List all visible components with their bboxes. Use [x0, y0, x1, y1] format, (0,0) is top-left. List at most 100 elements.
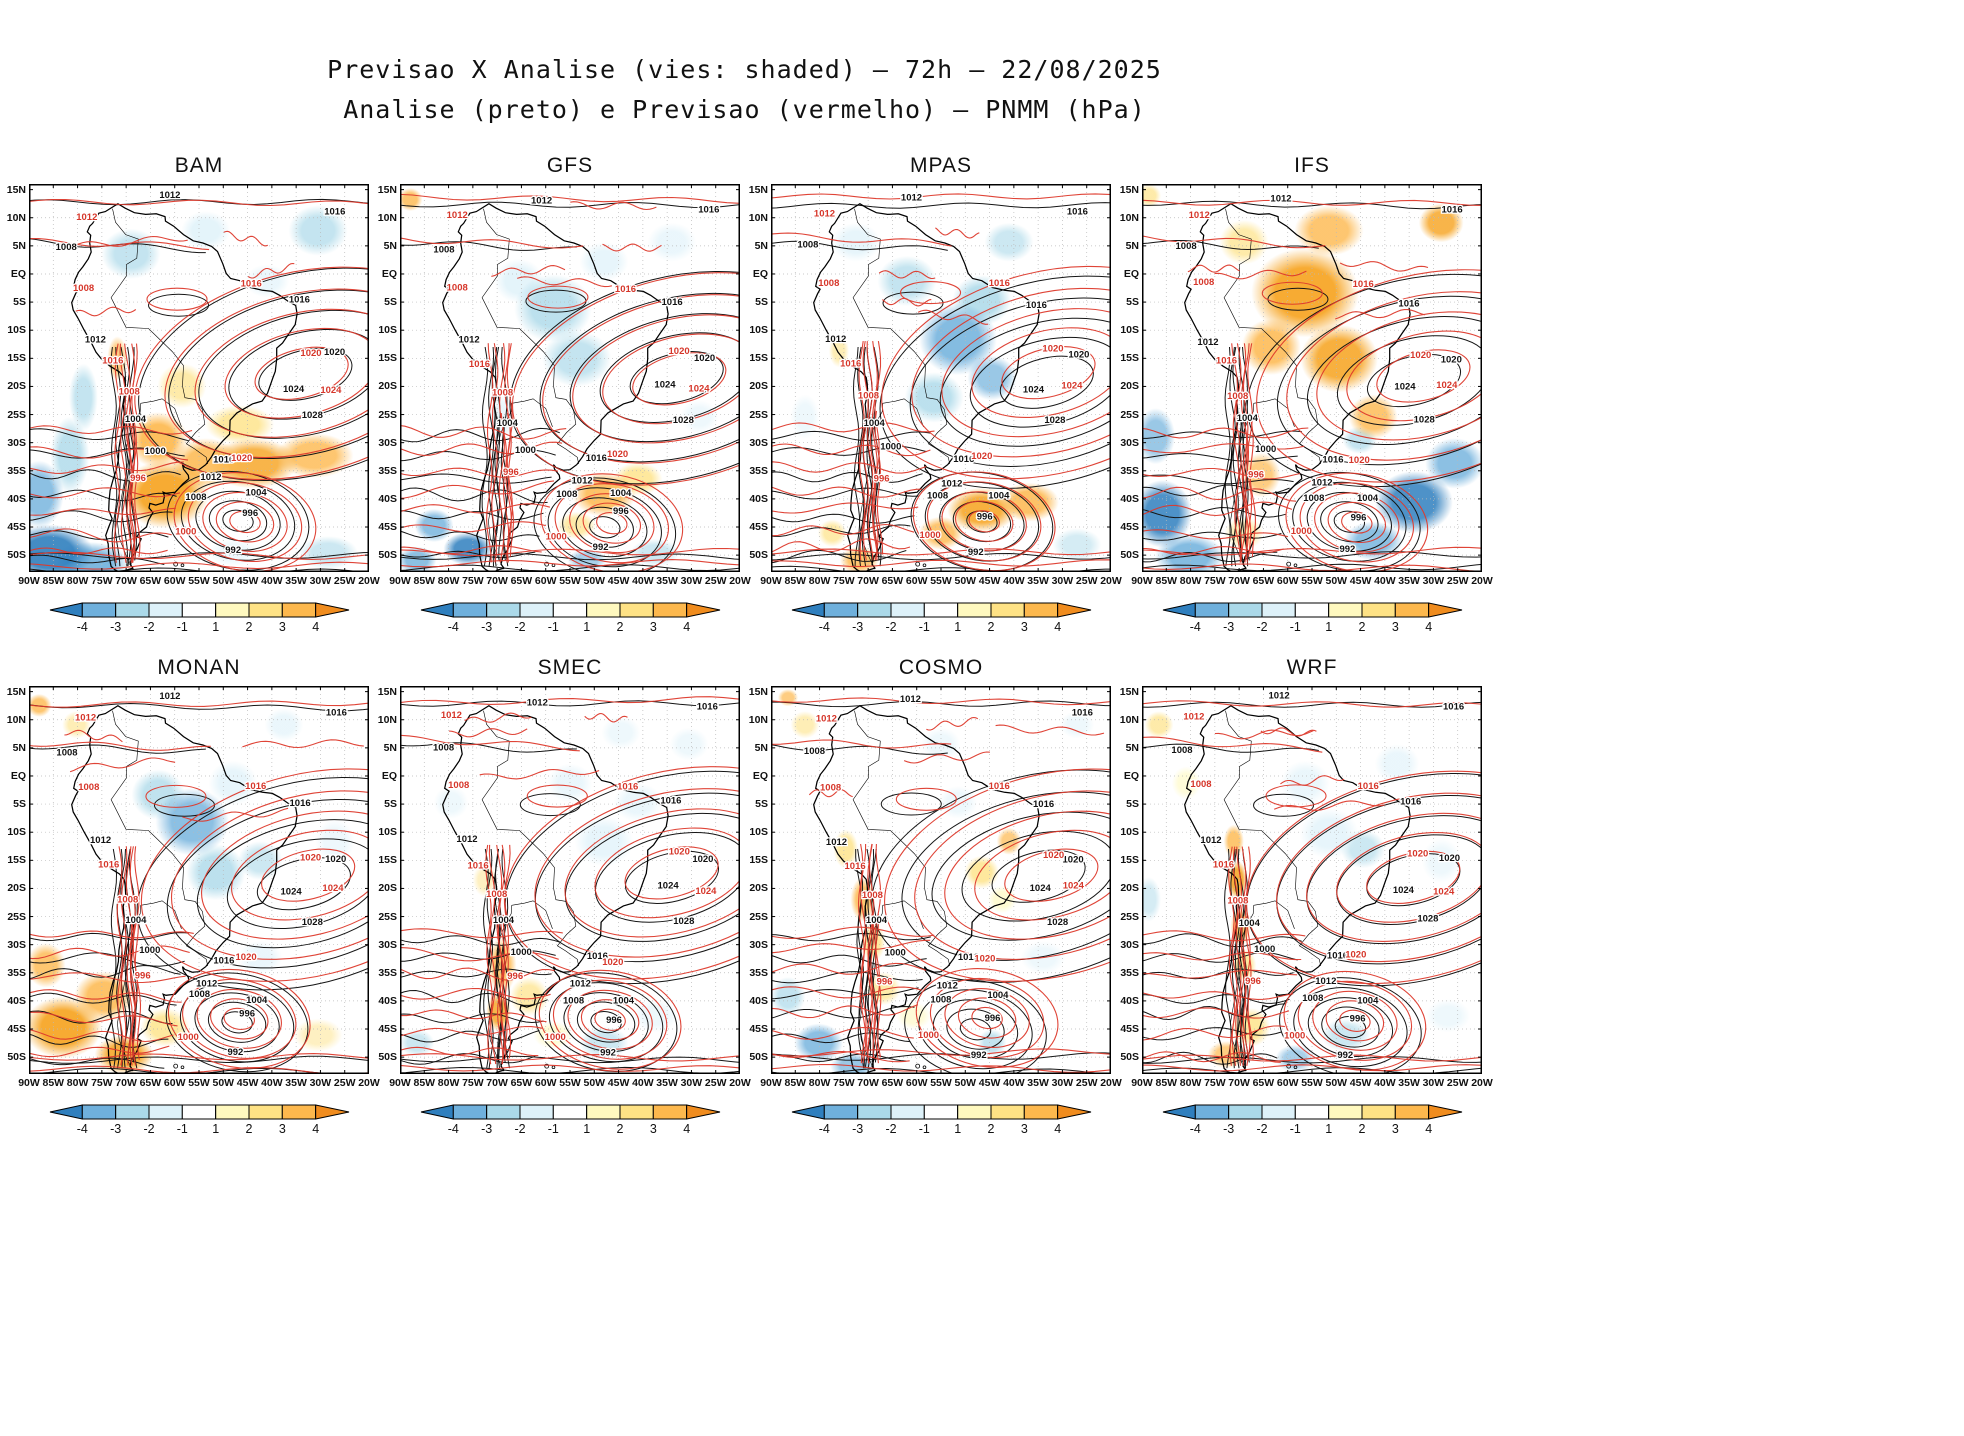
svg-text:1020: 1020: [607, 449, 628, 460]
svg-text:1004: 1004: [988, 491, 1010, 502]
svg-text:1004: 1004: [246, 487, 268, 498]
lat-tick-label: 45S: [378, 521, 397, 533]
lat-tick-label: 5N: [12, 741, 26, 754]
colorbar-tick-label: -3: [1223, 1122, 1235, 1136]
lon-tick-label: 25W: [1075, 575, 1098, 587]
svg-text:1020: 1020: [974, 954, 995, 965]
model-title: MPAS: [910, 154, 972, 177]
grid-lines: [771, 686, 1111, 1074]
svg-text:996: 996: [606, 1015, 622, 1026]
lat-tick-label: 20S: [749, 882, 768, 895]
model-title: COSMO: [898, 656, 984, 679]
contour-map-overlay: 1012101210081008101210161016102010201024…: [29, 184, 369, 572]
svg-text:1012: 1012: [159, 691, 180, 702]
latitude-axis: 15N 10N 5N EQ 5S 10S 15S 20S 25S 30S 35S 40S 45S 50S: [3, 184, 29, 572]
svg-text:1004: 1004: [497, 418, 519, 429]
lon-tick-label: 20W: [729, 1077, 751, 1089]
svg-text:1008: 1008: [433, 743, 454, 754]
lon-tick-label: 60W: [534, 575, 557, 587]
lon-tick-label: 75W: [1204, 1077, 1226, 1089]
map-area: 1012 1012 1008 1008 1012 1016 1016 1020 1020 1024…: [29, 184, 369, 572]
lon-tick-label: 55W: [930, 575, 952, 587]
coastline: [1184, 704, 1411, 1074]
map-area: 1012 1012 1008 1008 1012 1016 1016 1020 1020 1024…: [771, 686, 1111, 1074]
lon-tick-label: 30W: [309, 575, 332, 587]
lon-tick-label: 55W: [559, 1077, 581, 1089]
longitude-axis: 90W 85W 80W 75W 70W 65W 60W 55W 50W 45W 40W 35W 30W 2…: [760, 1074, 1122, 1092]
lon-tick-label: 90W: [18, 575, 40, 587]
colorbar-gradient: [49, 1104, 350, 1120]
colorbar-ticks: -4 -3 -2 -1 1 2 3 4: [791, 1122, 1093, 1140]
lat-tick-label: 20S: [378, 882, 397, 895]
svg-text:1000: 1000: [880, 442, 901, 453]
lon-tick-label: 35W: [1027, 1077, 1049, 1089]
lon-tick-label: 50W: [954, 575, 977, 587]
latitude-axis: 15N 10N 5N EQ 5S 10S 15S 20S 25S 30S 35S 40S 45S 50S: [745, 686, 771, 1074]
svg-text:1016: 1016: [98, 860, 119, 871]
lat-tick-label: 30S: [7, 938, 26, 951]
svg-text:1020: 1020: [1042, 343, 1063, 354]
lon-tick-label: 90W: [760, 1077, 782, 1089]
lon-tick-label: 90W: [760, 575, 782, 587]
colorbar-tick-label: 4: [1425, 1122, 1433, 1136]
svg-text:1012: 1012: [1270, 194, 1291, 205]
svg-text:1012: 1012: [941, 478, 962, 489]
lon-tick-label: 40W: [1003, 1077, 1025, 1089]
svg-text:1020: 1020: [1407, 849, 1428, 860]
svg-text:1028: 1028: [673, 415, 694, 426]
svg-text:996: 996: [507, 971, 523, 982]
svg-text:1012: 1012: [1189, 210, 1210, 221]
lon-tick-label: 20W: [1471, 575, 1493, 587]
svg-text:1016: 1016: [213, 955, 234, 966]
svg-text:1008: 1008: [1190, 779, 1211, 790]
lat-tick-label: EQ: [381, 770, 397, 782]
svg-text:1028: 1028: [1414, 415, 1435, 426]
lon-tick-label: 30W: [1422, 1077, 1445, 1089]
colorbar-ticks: -4 -3 -2 -1 1 2 3 4: [1162, 620, 1464, 638]
lat-tick-label: 5S: [384, 296, 397, 309]
colorbar-tick-label: -4: [1189, 1122, 1201, 1136]
svg-text:1028: 1028: [302, 917, 323, 928]
svg-text:1012: 1012: [1200, 835, 1221, 846]
colorbar: -4 -3 -2 -1 1 2 3 4: [791, 1104, 1093, 1140]
lat-tick-label: 15S: [1120, 854, 1139, 867]
svg-text:1016: 1016: [326, 708, 347, 719]
svg-text:1008: 1008: [119, 386, 140, 397]
lon-tick-label: 45W: [978, 575, 1001, 587]
map-area: 1012 1012 1008 1008 1012 1016 1016 1020 1020 1024…: [29, 686, 369, 1074]
svg-text:992: 992: [1337, 1050, 1353, 1061]
svg-text:1012: 1012: [1197, 337, 1218, 348]
lat-tick-label: 25S: [749, 408, 768, 421]
coastline: [442, 202, 669, 572]
colorbar-tick-label: -4: [76, 620, 88, 634]
colorbar-tick-label: -2: [1256, 620, 1268, 634]
lon-tick-label: 45W: [236, 575, 259, 587]
svg-text:1028: 1028: [1044, 415, 1065, 426]
lon-tick-label: 90W: [1131, 1077, 1153, 1089]
svg-text:1012: 1012: [200, 472, 221, 483]
contour-map-overlay: 1012101210081008101210161016102010201024…: [1142, 686, 1482, 1074]
colorbar-tick-label: -2: [143, 620, 155, 634]
lat-tick-label: 50S: [7, 1051, 26, 1064]
lon-tick-label: 35W: [1398, 1077, 1420, 1089]
lat-tick-label: 45S: [1120, 1023, 1139, 1035]
lon-tick-label: 80W: [437, 1077, 460, 1089]
svg-text:1016: 1016: [1033, 799, 1054, 810]
lat-tick-label: 10N: [1119, 211, 1139, 224]
svg-text:1008: 1008: [862, 890, 883, 901]
svg-text:1008: 1008: [56, 748, 77, 759]
svg-text:1012: 1012: [825, 334, 846, 345]
coastline: [71, 704, 298, 1074]
colorbar-tick-label: 4: [683, 1122, 691, 1136]
svg-text:1008: 1008: [433, 244, 454, 255]
svg-text:1012: 1012: [531, 195, 552, 206]
model-title: BAM: [174, 154, 224, 177]
lon-tick-label: 35W: [656, 575, 678, 587]
svg-text:1020: 1020: [1439, 853, 1460, 864]
grid-lines: [400, 184, 740, 572]
map-row: 15N 10N 5N EQ 5S 10S 15S 20S 25S 30S 35S 40S 45S 50S …: [1116, 686, 1482, 1074]
svg-text:1016: 1016: [1213, 859, 1234, 870]
lat-tick-label: 30S: [1120, 436, 1139, 449]
colorbar-tick-label: 3: [649, 1122, 657, 1136]
contour-labels: 1012101210081008101210161016102010201024…: [54, 189, 346, 557]
